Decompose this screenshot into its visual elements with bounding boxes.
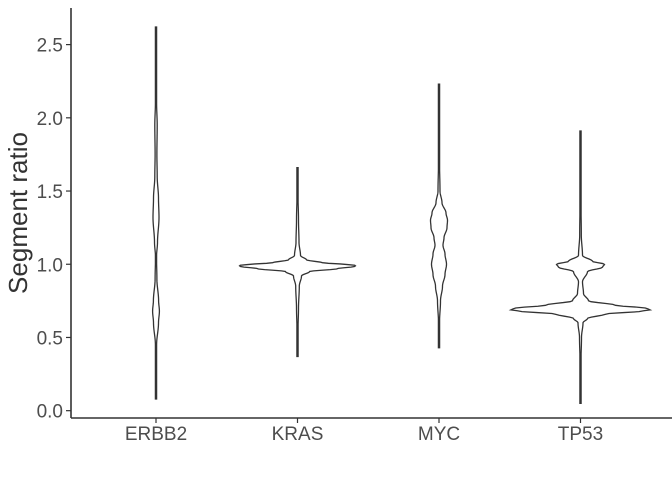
- violin-myc: [429, 83, 449, 349]
- x-tick-label: KRAS: [272, 424, 324, 445]
- violin-tp53: [508, 130, 653, 405]
- x-tick-label: TP53: [558, 424, 603, 445]
- y-tick-label: 1.0: [37, 255, 63, 276]
- violins-group: [151, 26, 653, 405]
- y-tick-label: 0.5: [37, 328, 63, 349]
- x-tick-label: ERBB2: [125, 424, 187, 445]
- y-tick-label: 2.5: [37, 36, 63, 57]
- y-tick-label: 2.0: [37, 109, 63, 130]
- y-tick-label: 1.5: [37, 182, 63, 203]
- y-axis-title: Segment ratio: [3, 132, 33, 294]
- x-ticks-group: ERBB2 KRAS MYC TP53: [125, 418, 603, 445]
- violin-erbb2: [151, 26, 161, 400]
- y-ticks-group: 0.0 0.5 1.0 1.5 2.0 2.5: [37, 36, 71, 423]
- y-tick-label: 0.0: [37, 402, 63, 423]
- violin-kras: [238, 166, 357, 358]
- x-tick-label: MYC: [418, 424, 460, 445]
